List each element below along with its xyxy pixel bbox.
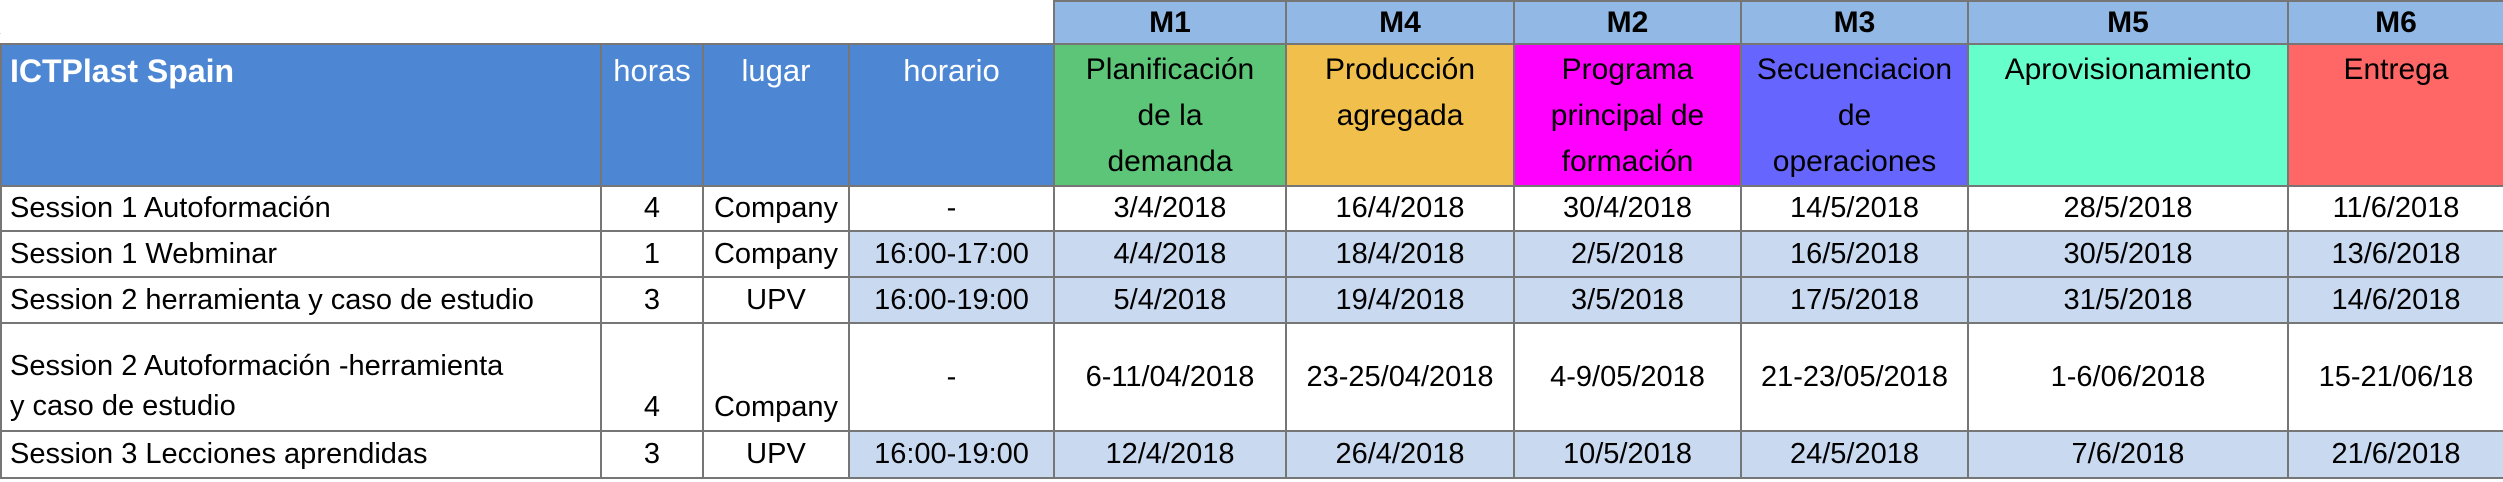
cell-date-m1: 3/4/2018	[1053, 185, 1287, 232]
module-name-m6: Entrega	[2287, 43, 2503, 187]
cell-horas: 3	[600, 276, 704, 324]
column-header-horas: horas	[600, 43, 704, 187]
module-code-m4: M4	[1285, 0, 1515, 45]
cell-date-m3: 14/5/2018	[1740, 185, 1969, 232]
table-title: ICTPlast Spain	[0, 43, 602, 187]
cell-horario: 16:00-17:00	[848, 230, 1055, 278]
cell-date-m2: 30/4/2018	[1513, 185, 1742, 232]
table-row: Session 3 Lecciones aprendidas 3 UPV 16:…	[0, 430, 2503, 479]
cell-horario: -	[848, 185, 1055, 232]
module-code-m1: M1	[1053, 0, 1287, 45]
cell-date-m3: 16/5/2018	[1740, 230, 1969, 278]
column-header-lugar: lugar	[702, 43, 850, 187]
module-code-m2: M2	[1513, 0, 1742, 45]
cell-date-m4: 16/4/2018	[1285, 185, 1515, 232]
cell-date-m1: 12/4/2018	[1053, 430, 1287, 479]
cell-date-m1: 6-11/04/2018	[1053, 322, 1287, 432]
cell-horas: 3	[600, 430, 704, 479]
cell-lugar: UPV	[702, 430, 850, 479]
module-code-m6: M6	[2287, 0, 2503, 45]
cell-date-m3: 21-23/05/2018	[1740, 322, 1969, 432]
table-row: Session 2 herramienta y caso de estudio …	[0, 276, 2503, 324]
cell-lugar: UPV	[702, 276, 850, 324]
cell-date-m2: 2/5/2018	[1513, 230, 1742, 278]
cell-date-m5: 28/5/2018	[1967, 185, 2289, 232]
cell-date-m5: 1-6/06/2018	[1967, 322, 2289, 432]
cell-horario: -	[848, 322, 1055, 432]
cell-date-m6: 13/6/2018	[2287, 230, 2503, 278]
module-name-m1: Planificación de la demanda	[1053, 43, 1287, 187]
cell-session-name: Session 1 Webminar	[0, 230, 602, 278]
cell-date-m4: 23-25/04/2018	[1285, 322, 1515, 432]
cell-lugar: Company	[702, 322, 850, 432]
table-row: Session 1 Webminar 1 Company 16:00-17:00…	[0, 230, 2503, 278]
cell-horario: 16:00-19:00	[848, 430, 1055, 479]
cell-date-m5: 30/5/2018	[1967, 230, 2289, 278]
cell-date-m6: 11/6/2018	[2287, 185, 2503, 232]
cell-date-m5: 31/5/2018	[1967, 276, 2289, 324]
cell-date-m4: 18/4/2018	[1285, 230, 1515, 278]
cell-date-m6: 15-21/06/18	[2287, 322, 2503, 432]
module-code-row: M1 M4 M2 M3 M5 M6	[1, 0, 2503, 45]
cell-date-m1: 5/4/2018	[1053, 276, 1287, 324]
module-name-m3: Secuenciacion de operaciones	[1740, 43, 1969, 187]
module-name-m2: Programa principal de formación	[1513, 43, 1742, 187]
cell-date-m4: 26/4/2018	[1285, 430, 1515, 479]
cell-session-name: Session 1 Autoformación	[0, 185, 602, 232]
cell-date-m2: 4-9/05/2018	[1513, 322, 1742, 432]
cell-session-name: Session 2 Autoformación -herramienta y c…	[0, 322, 602, 432]
cell-date-m6: 14/6/2018	[2287, 276, 2503, 324]
cell-date-m2: 10/5/2018	[1513, 430, 1742, 479]
cell-lugar: Company	[702, 230, 850, 278]
table-row: Session 2 Autoformación -herramienta y c…	[0, 322, 2503, 432]
column-header-horario: horario	[848, 43, 1055, 187]
cell-date-m3: 17/5/2018	[1740, 276, 1969, 324]
cell-session-name: Session 2 herramienta y caso de estudio	[0, 276, 602, 324]
empty-corner	[1, 1, 1054, 44]
cell-date-m4: 19/4/2018	[1285, 276, 1515, 324]
header-row: ICTPlast Spain horas lugar horario Plani…	[0, 43, 2503, 187]
module-code-m5: M5	[1967, 0, 2289, 45]
cell-horas: 4	[600, 322, 704, 432]
cell-date-m6: 21/6/2018	[2287, 430, 2503, 479]
cell-date-m3: 24/5/2018	[1740, 430, 1969, 479]
module-name-m4: Producción agregada	[1285, 43, 1515, 187]
cell-date-m5: 7/6/2018	[1967, 430, 2289, 479]
cell-date-m2: 3/5/2018	[1513, 276, 1742, 324]
module-code-m3: M3	[1740, 0, 1969, 45]
cell-horas: 4	[600, 185, 704, 232]
cell-horas: 1	[600, 230, 704, 278]
module-name-m5: Aprovisionamiento	[1967, 43, 2289, 187]
cell-lugar: Company	[702, 185, 850, 232]
table-row: Session 1 Autoformación 4 Company - 3/4/…	[0, 185, 2503, 232]
cell-horario: 16:00-19:00	[848, 276, 1055, 324]
cell-date-m1: 4/4/2018	[1053, 230, 1287, 278]
cell-session-name: Session 3 Lecciones aprendidas	[0, 430, 602, 479]
